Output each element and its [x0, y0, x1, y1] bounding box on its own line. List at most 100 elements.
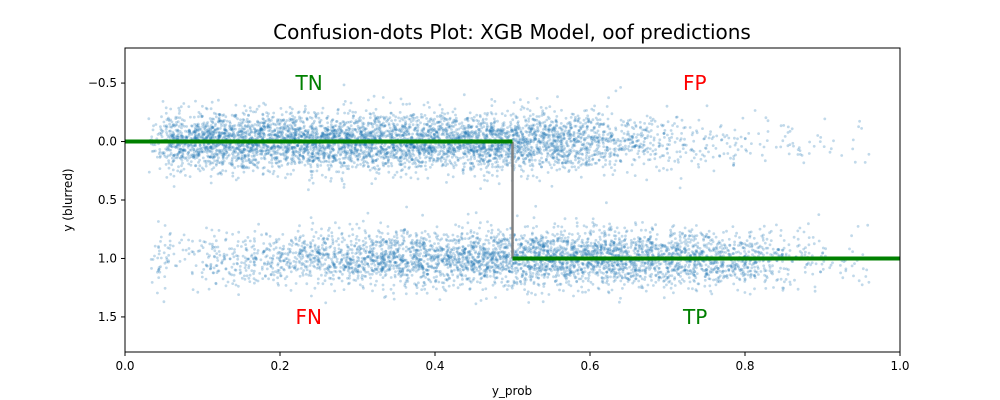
data-point [530, 156, 534, 159]
data-point [411, 123, 415, 127]
data-point [408, 123, 411, 126]
data-point [567, 137, 571, 141]
data-point [435, 130, 438, 134]
data-point [581, 158, 585, 162]
data-point [565, 150, 569, 154]
data-point [257, 104, 261, 108]
data-point [411, 116, 415, 120]
data-point [278, 146, 282, 150]
data-point [633, 144, 637, 148]
data-point [410, 143, 414, 147]
data-point [496, 119, 499, 123]
data-point [374, 107, 378, 111]
data-point [749, 151, 752, 155]
data-point [589, 121, 593, 125]
data-point [689, 148, 693, 152]
data-point [729, 156, 732, 160]
data-point [634, 143, 638, 147]
data-point [395, 155, 399, 159]
data-point [633, 158, 637, 162]
data-point [502, 158, 506, 162]
data-point [172, 153, 176, 157]
data-point [372, 94, 376, 98]
data-point [790, 127, 794, 131]
data-point [808, 140, 811, 144]
data-point [401, 162, 404, 166]
data-point [309, 133, 313, 137]
data-point [668, 139, 672, 143]
data-point [782, 124, 786, 127]
data-point [620, 123, 624, 127]
data-point [673, 159, 677, 163]
data-point [401, 168, 404, 172]
data-point [346, 112, 350, 115]
data-point [383, 131, 386, 134]
data-point [574, 116, 577, 119]
data-point [439, 120, 442, 124]
data-point [478, 146, 482, 150]
data-point [617, 144, 621, 148]
data-point [538, 162, 541, 166]
data-point [618, 148, 621, 152]
data-point [359, 119, 363, 122]
data-point [601, 165, 605, 169]
data-point [293, 124, 297, 127]
data-point [174, 136, 177, 140]
data-point [344, 128, 348, 132]
data-point [440, 108, 444, 111]
data-point [232, 149, 236, 153]
data-point [426, 122, 429, 126]
data-point [275, 134, 279, 138]
data-point [592, 153, 596, 157]
data-point [335, 131, 339, 134]
data-point [732, 154, 736, 158]
data-point [171, 123, 175, 127]
data-point [531, 133, 535, 137]
data-point [210, 152, 214, 156]
data-point [562, 133, 566, 137]
data-point [665, 104, 669, 108]
data-point [577, 140, 580, 143]
data-point [500, 137, 504, 141]
data-point [502, 121, 506, 124]
data-point [271, 172, 275, 176]
data-point [368, 152, 371, 155]
data-point [158, 156, 162, 159]
data-point [553, 130, 557, 133]
data-point [690, 133, 694, 137]
data-point [187, 144, 191, 148]
data-point [206, 121, 210, 124]
data-point [585, 109, 588, 112]
data-point [453, 161, 457, 165]
data-point [269, 134, 272, 138]
data-point [630, 135, 634, 138]
data-point [579, 121, 582, 125]
data-point [164, 106, 168, 110]
data-point [592, 126, 596, 130]
data-point [595, 148, 598, 152]
data-point [209, 175, 213, 178]
data-point [633, 174, 637, 178]
data-point [851, 147, 855, 151]
data-point [258, 128, 262, 132]
data-point [283, 123, 287, 127]
data-point [432, 120, 435, 123]
data-point [353, 149, 357, 153]
data-point [602, 145, 606, 149]
data-point [206, 124, 210, 128]
data-point [446, 173, 450, 177]
data-point [211, 126, 215, 130]
data-point [349, 101, 353, 105]
data-point [270, 158, 274, 162]
data-point [522, 169, 525, 173]
data-point [442, 143, 445, 147]
data-point [500, 143, 504, 147]
data-point [429, 146, 432, 150]
data-point [802, 161, 806, 165]
data-point [223, 132, 227, 135]
data-point [532, 127, 535, 131]
data-point [477, 122, 480, 126]
data-point [296, 136, 300, 140]
data-point [546, 115, 550, 119]
data-point [678, 186, 682, 190]
